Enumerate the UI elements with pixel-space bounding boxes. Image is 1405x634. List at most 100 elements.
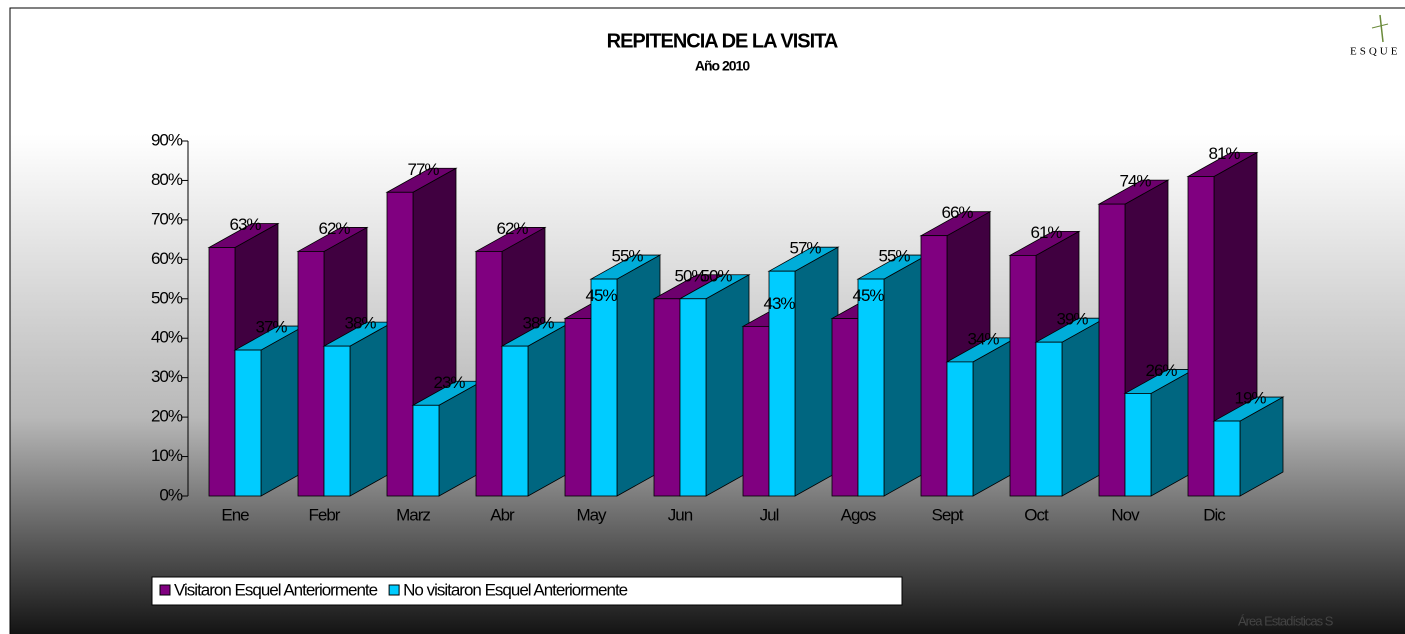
y-tick-label: 0% (159, 485, 182, 504)
bar-side (260, 325, 305, 497)
bar (233, 325, 306, 497)
legend-label: No visitaron Esquel Anteriormente (403, 580, 628, 599)
y-tick-label: 20% (151, 407, 183, 426)
value-label: 19% (1234, 389, 1266, 408)
bar-front (1187, 176, 1215, 497)
value-label: 50% (674, 266, 706, 285)
bar (322, 321, 395, 497)
bar-front (920, 235, 948, 497)
bar-front (946, 361, 974, 497)
bar-side (616, 254, 661, 497)
legend-swatch (159, 584, 171, 596)
x-tick-label: Abr (490, 505, 515, 524)
x-tick-label: Jun (668, 505, 693, 524)
bar-front (1124, 393, 1152, 497)
bar-front (857, 278, 885, 497)
bar-side (349, 321, 394, 497)
x-tick-label: Sept (932, 505, 964, 524)
bar-front (1213, 420, 1241, 497)
value-label: 38% (344, 314, 376, 333)
bar-front (653, 298, 681, 497)
x-tick-label: May (576, 505, 607, 524)
y-tick-label: 50% (151, 288, 183, 307)
chart-subtitle: Año 2010 (695, 58, 750, 74)
bar-front (297, 251, 325, 497)
bar (945, 337, 1018, 497)
value-label: 45% (585, 286, 617, 305)
bar-side (794, 246, 839, 497)
bar-front (1035, 341, 1063, 497)
value-label: 39% (1056, 310, 1088, 329)
logo-tree (1371, 23, 1389, 29)
value-label: 43% (763, 294, 795, 313)
value-label: 66% (941, 203, 973, 222)
bar-front (590, 278, 618, 497)
x-tick-label: Marz (396, 505, 430, 524)
value-label: 74% (1119, 172, 1151, 191)
value-label: 61% (1030, 223, 1062, 242)
bar-front (501, 345, 529, 497)
value-label: 63% (229, 215, 261, 234)
bar-side (972, 337, 1017, 497)
x-tick-label: Dic (1203, 505, 1226, 524)
x-tick-label: Nov (1111, 505, 1140, 524)
y-tick-label: 90% (151, 130, 183, 149)
value-label: 62% (496, 219, 528, 238)
value-label: 55% (611, 247, 643, 266)
value-label: 81% (1208, 144, 1240, 163)
bar-front (679, 298, 707, 497)
bar-front (742, 325, 770, 497)
value-label: 23% (433, 373, 465, 392)
bar-front (412, 404, 440, 497)
bar-front (831, 318, 859, 497)
legend-box (151, 576, 903, 606)
y-tick-label: 60% (151, 249, 183, 268)
value-label: 62% (318, 219, 350, 238)
bar-front (234, 349, 262, 497)
bar (1034, 317, 1107, 497)
footer: Área Estadísticas S (1238, 613, 1334, 628)
legend-label: Visitaron Esquel Anteriormente (174, 580, 378, 599)
bar-front (475, 251, 503, 497)
x-tick-label: Ene (221, 505, 249, 524)
bar (678, 274, 751, 497)
chart-title: REPITENCIA DE LA VISITA (607, 30, 838, 52)
bar-front (1009, 254, 1037, 497)
bar-front (768, 270, 796, 497)
bar (500, 321, 573, 497)
bar-side (883, 254, 928, 497)
bar (1123, 368, 1196, 497)
value-label: 77% (407, 160, 439, 179)
bar-side (1061, 317, 1106, 497)
bar-side (705, 274, 750, 497)
value-label: 55% (878, 247, 910, 266)
bar-side (527, 321, 572, 497)
bar-front (323, 345, 351, 497)
x-tick-label: Agos (841, 505, 876, 524)
logo-area (1328, 9, 1405, 69)
y-tick-label: 70% (151, 209, 183, 228)
value-label: 26% (1145, 361, 1177, 380)
y-tick-label: 80% (151, 170, 183, 189)
bar-front (386, 191, 414, 497)
bar-front (564, 318, 592, 497)
bar (411, 380, 484, 497)
value-label: 37% (255, 318, 287, 337)
bar (589, 254, 662, 497)
bar-front (208, 247, 236, 497)
value-label: 50% (700, 266, 732, 285)
logo-tree (1379, 14, 1384, 43)
y-tick-label: 30% (151, 367, 183, 386)
bar-front (1098, 203, 1126, 497)
x-tick-label: Febr (309, 505, 341, 524)
value-label: 45% (852, 286, 884, 305)
bar (767, 246, 840, 497)
legend-swatch (388, 584, 400, 596)
value-label: 57% (789, 239, 821, 258)
value-label: 38% (522, 314, 554, 333)
y-tick-label: 40% (151, 328, 183, 347)
x-tick-label: Jul (760, 505, 779, 524)
x-tick-label: Oct (1024, 505, 1049, 524)
